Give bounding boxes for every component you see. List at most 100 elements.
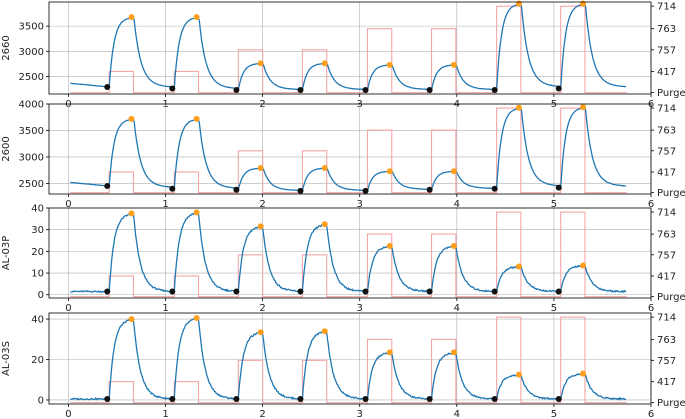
peak-marker xyxy=(450,61,457,68)
baseline-marker xyxy=(297,86,304,93)
baseline-marker xyxy=(169,185,176,192)
peak-marker xyxy=(193,315,200,322)
baseline-marker xyxy=(297,187,304,194)
peak-marker xyxy=(515,371,522,378)
baseline-marker xyxy=(426,86,433,93)
baseline-marker xyxy=(169,85,176,92)
x-tick-label: 6 xyxy=(648,199,654,210)
x-tick-label: 0 xyxy=(65,409,71,419)
baseline-marker xyxy=(491,185,498,192)
peak-marker xyxy=(386,168,393,175)
peak-marker xyxy=(128,210,135,217)
peak-marker xyxy=(193,115,200,122)
peak-marker xyxy=(257,329,264,336)
x-tick-label: 6 xyxy=(648,303,654,314)
peak-marker xyxy=(128,14,135,21)
y-axis-label: 2660 xyxy=(1,35,12,60)
y2-tick-label: 417 xyxy=(657,167,676,178)
x-tick-label: 5 xyxy=(551,409,557,419)
y2-tick-label: 714 xyxy=(657,313,676,324)
peak-marker xyxy=(580,262,587,269)
y2-tick-label: Purge xyxy=(657,188,685,199)
peak-marker xyxy=(257,165,264,172)
peak-marker xyxy=(515,263,522,270)
x-tick-label: 1 xyxy=(162,303,168,314)
baseline-marker xyxy=(426,288,433,295)
x-tick-label: 2 xyxy=(259,199,265,210)
y-tick-label: 40 xyxy=(31,204,44,215)
peak-marker xyxy=(193,14,200,21)
peak-marker xyxy=(580,370,587,377)
stimulus-series-line xyxy=(70,316,627,404)
x-tick-label: 5 xyxy=(551,303,557,314)
x-tick-label: 3 xyxy=(357,409,363,419)
baseline-marker xyxy=(104,288,111,295)
stimulus-series-line xyxy=(70,107,627,194)
peak-marker xyxy=(128,316,135,323)
peak-marker xyxy=(257,223,264,230)
y2-tick-label: Purge xyxy=(657,88,685,99)
x-tick-label: 4 xyxy=(454,409,460,419)
y2-tick-label: Purge xyxy=(657,292,685,303)
baseline-marker xyxy=(555,395,562,402)
stimulus-series-line xyxy=(70,211,627,298)
y2-tick-label: Purge xyxy=(657,398,685,409)
peak-marker xyxy=(321,60,328,67)
x-tick-label: 2 xyxy=(259,303,265,314)
x-tick-label: 3 xyxy=(357,303,363,314)
x-tick-label: 4 xyxy=(454,303,460,314)
peak-marker xyxy=(386,349,393,356)
peak-marker xyxy=(257,60,264,67)
peak-marker xyxy=(386,61,393,68)
baseline-marker xyxy=(233,86,240,93)
y2-tick-label: 757 xyxy=(657,146,676,157)
y2-tick-label: 714 xyxy=(657,2,676,13)
y-tick-label: 3500 xyxy=(19,22,44,33)
panel-3: 0 1 2 3 4 5 6 0 10 20 30 40 714 763 757 417 Purge AL-03P xyxy=(1,204,685,315)
x-tick-label: 0 xyxy=(65,199,71,210)
peak-marker xyxy=(321,328,328,335)
baseline-marker xyxy=(297,395,304,402)
baseline-marker xyxy=(491,288,498,295)
baseline-marker xyxy=(297,288,304,295)
y2-tick-label: 763 xyxy=(657,335,676,346)
y-tick-label: 4000 xyxy=(19,100,44,111)
y-tick-label: 20 xyxy=(31,247,44,258)
x-tick-label: 0 xyxy=(65,303,71,314)
baseline-marker xyxy=(362,187,369,194)
y2-tick-label: 763 xyxy=(657,126,676,137)
plot-frame xyxy=(48,207,652,299)
plot-frame xyxy=(48,1,652,95)
panel-4: 0 1 2 3 4 5 6 0 20 40 714 763 757 417 Purge AL-03S xyxy=(1,313,685,419)
y2-tick-label: 714 xyxy=(657,104,676,115)
y-axis-label: AL-03P xyxy=(1,236,12,271)
x-tick-label: 1 xyxy=(162,199,168,210)
y2-tick-label: 757 xyxy=(657,45,676,56)
peak-marker xyxy=(580,0,587,7)
y2-tick-label: 417 xyxy=(657,271,676,282)
stimulus-series-line xyxy=(70,5,627,94)
y-tick-label: 3000 xyxy=(19,47,44,58)
y2-tick-label: 763 xyxy=(657,230,676,241)
baseline-marker xyxy=(426,395,433,402)
sensor-series-line xyxy=(70,317,627,402)
peak-marker xyxy=(450,242,457,249)
baseline-marker xyxy=(233,288,240,295)
peak-marker xyxy=(580,104,587,111)
y-tick-label: 10 xyxy=(31,269,44,280)
y-axis-label: AL-03S xyxy=(1,341,12,376)
y-tick-label: 0 xyxy=(38,395,44,406)
baseline-marker xyxy=(362,288,369,295)
sensor-series-line xyxy=(70,3,627,93)
y2-tick-label: 417 xyxy=(657,377,676,388)
peak-marker xyxy=(515,104,522,111)
peak-marker xyxy=(321,221,328,228)
baseline-marker xyxy=(104,183,111,190)
baseline-marker xyxy=(426,186,433,193)
peak-marker xyxy=(321,165,328,172)
baseline-marker xyxy=(491,86,498,93)
baseline-marker xyxy=(491,395,498,402)
y-tick-label: 20 xyxy=(31,355,44,366)
